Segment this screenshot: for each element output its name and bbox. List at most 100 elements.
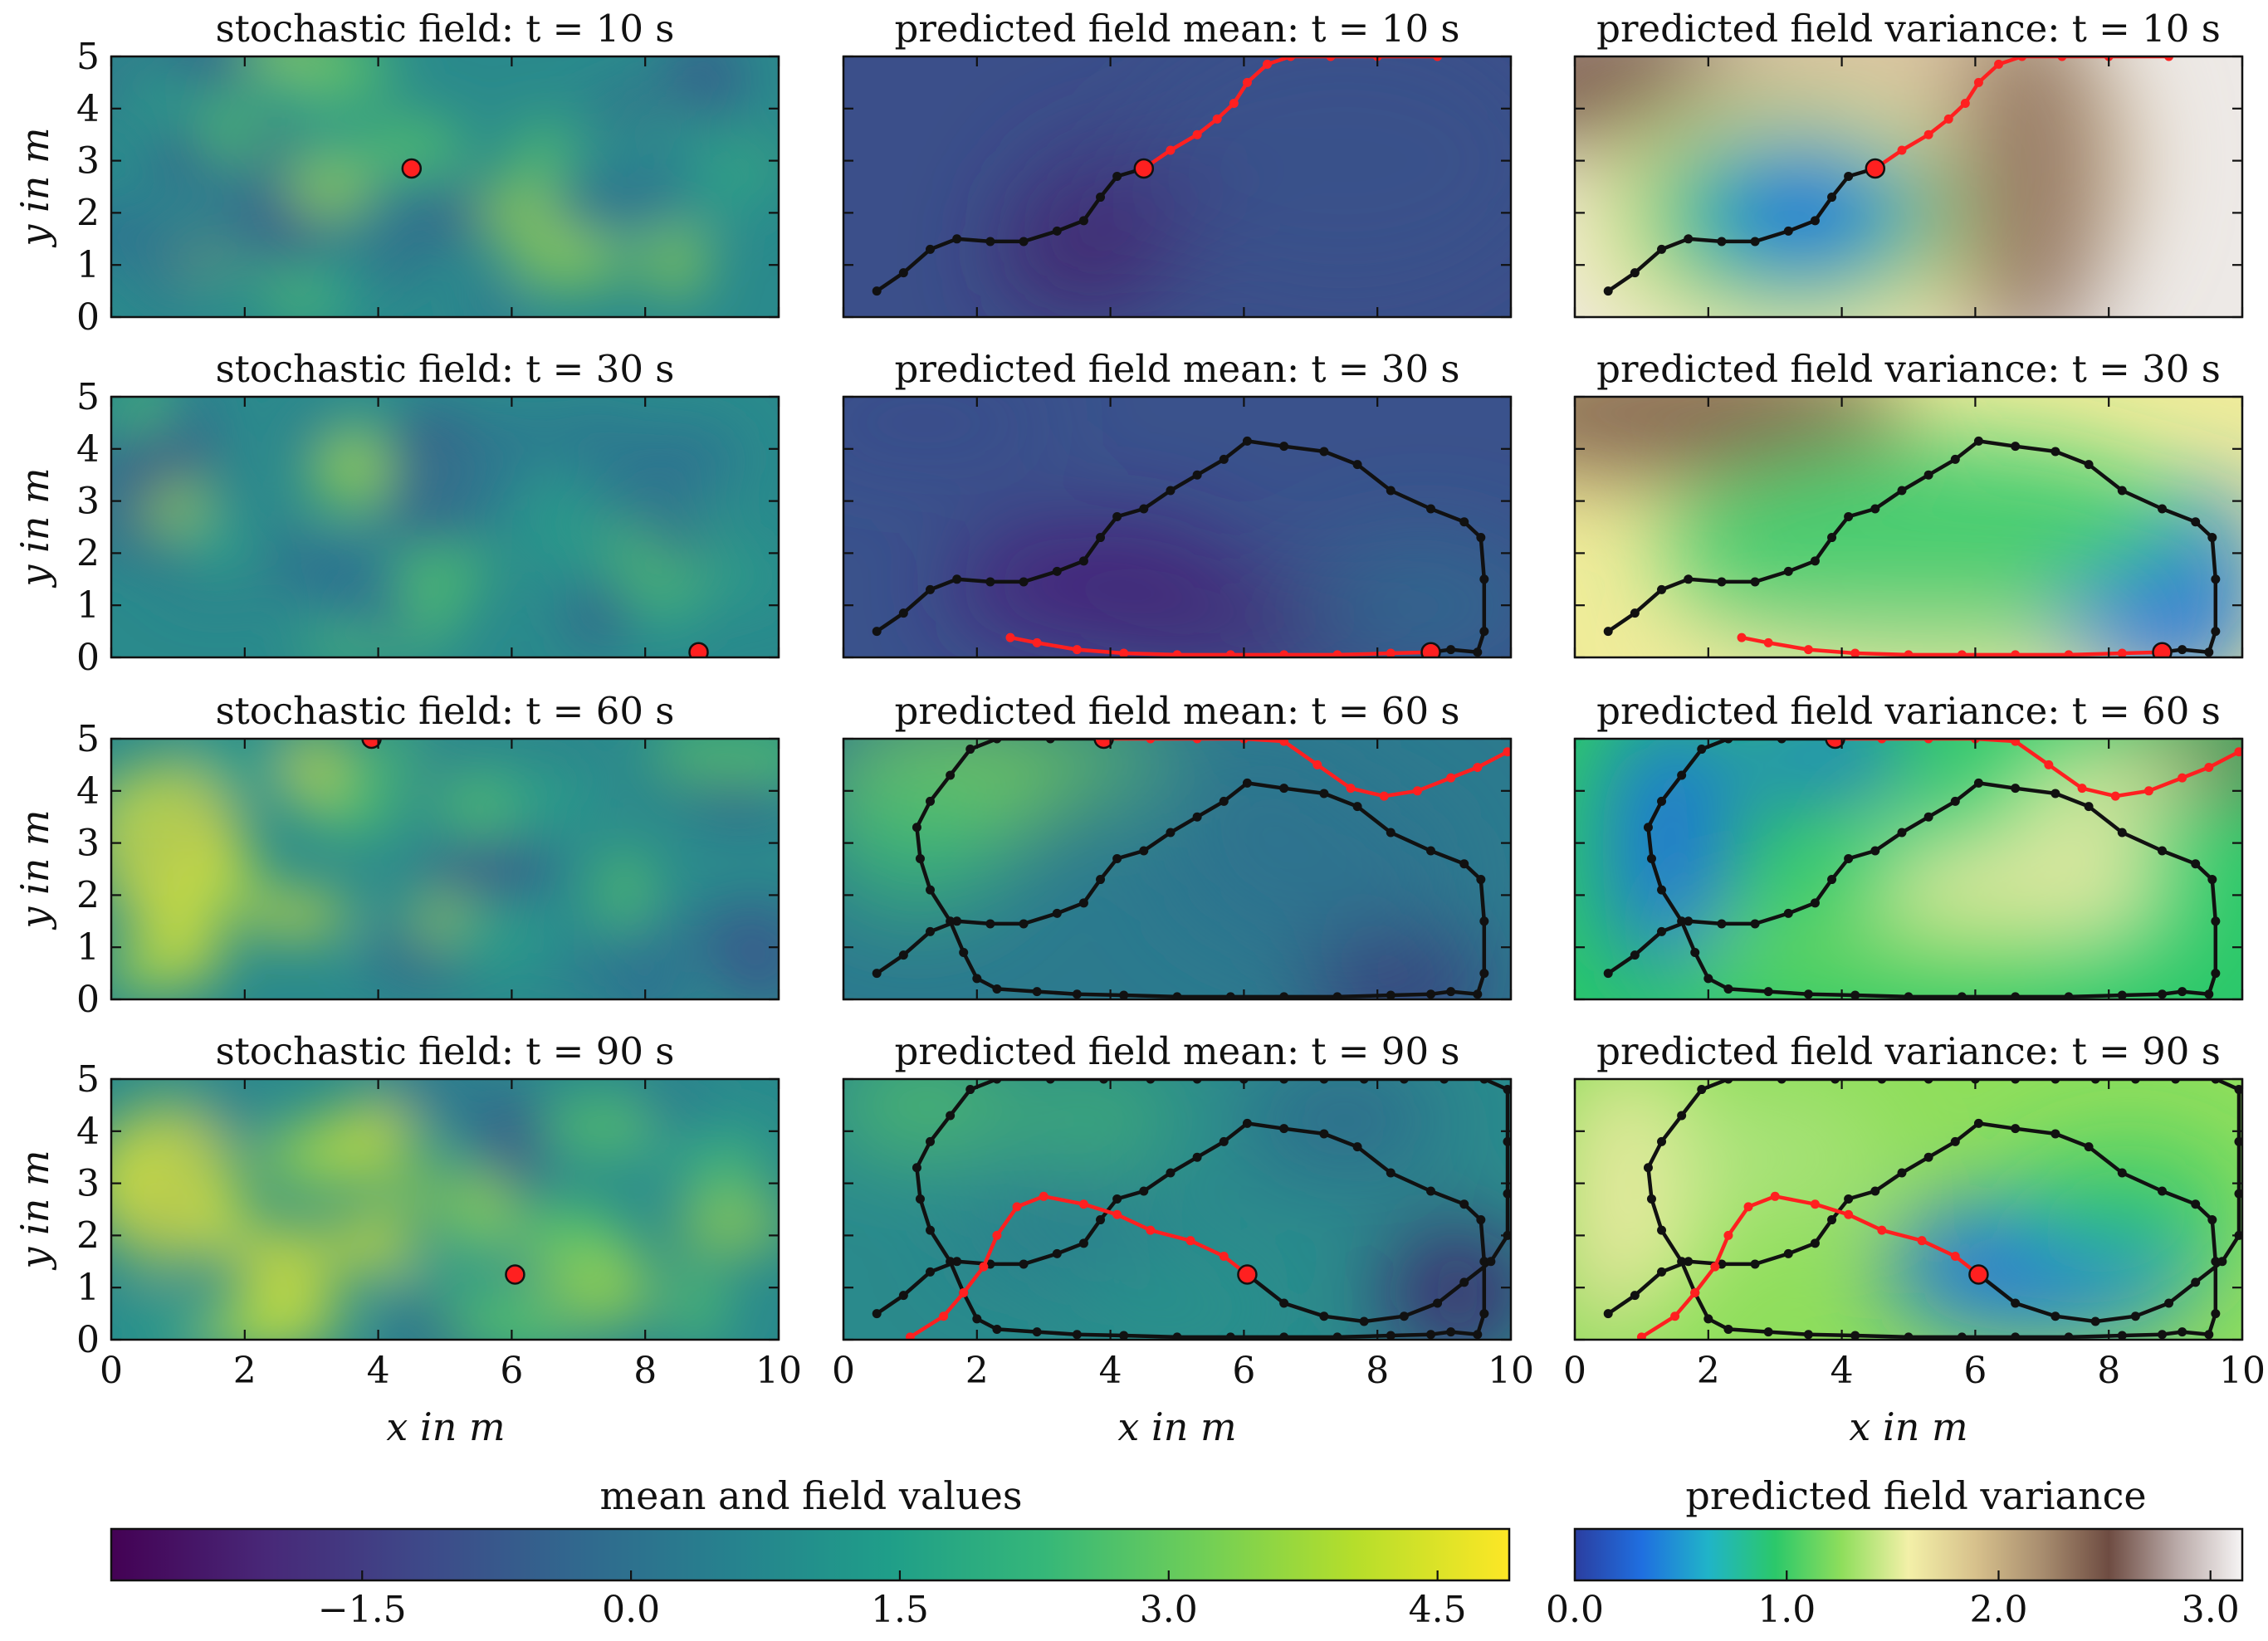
trajectory-past-point bbox=[1703, 974, 1713, 984]
trajectory-past-point bbox=[1684, 234, 1694, 244]
trajectory-past bbox=[875, 739, 1487, 999]
trajectory-past-point bbox=[2011, 1079, 2021, 1084]
panel-r4-c2: 0 2 4 6 8 10 predicted field mean: t = 90 s bbox=[832, 1029, 1534, 1392]
trajectory-past-point bbox=[2178, 1327, 2187, 1337]
field-blob bbox=[1734, 739, 1909, 797]
trajectory-past-point bbox=[1897, 486, 1907, 496]
trajectory-past-point bbox=[1078, 556, 1088, 566]
field-blob bbox=[643, 499, 708, 574]
trajectory-current-point bbox=[1229, 99, 1239, 109]
trajectory-past-point bbox=[2207, 875, 2217, 885]
field-blob bbox=[120, 397, 168, 442]
trajectory-past-point bbox=[2234, 1189, 2242, 1199]
trajectory-current-point bbox=[1743, 1202, 1753, 1212]
trajectory-past-point bbox=[1630, 950, 1640, 960]
field-blob bbox=[573, 1249, 653, 1327]
panel-r1-c1: 0 1 2 3 4 5 y in m stochastic field: t = 10 s bbox=[12, 7, 780, 339]
field-blob bbox=[843, 397, 1058, 465]
trajectory-past-point bbox=[2050, 1079, 2060, 1084]
field-blob bbox=[511, 1223, 635, 1258]
trajectory-current-point bbox=[1850, 648, 1860, 657]
y-tick-label: 0 bbox=[76, 296, 100, 339]
trajectory-current-point bbox=[1166, 145, 1176, 155]
field-blob bbox=[427, 839, 554, 899]
trajectory-past-point bbox=[1750, 919, 1760, 929]
trajectory-current-point bbox=[2064, 650, 2074, 657]
trajectory-past-point bbox=[1426, 846, 1436, 856]
trajectory-past-point bbox=[1319, 447, 1329, 457]
field-blob bbox=[1070, 1267, 1284, 1340]
trajectory-past-point bbox=[2207, 1215, 2217, 1225]
panel-r2-c1: 0 1 2 3 4 5 y in m stochastic field: t = 30 s bbox=[12, 347, 780, 679]
trajectory-past-point bbox=[1119, 990, 1129, 999]
trajectory-past-point bbox=[926, 584, 936, 594]
trajectory-past-point bbox=[2084, 802, 2094, 812]
trajectory-past-point bbox=[1957, 1332, 1967, 1340]
trajectory-past-point bbox=[1096, 1215, 1106, 1225]
trajectory-past-point bbox=[952, 916, 962, 926]
trajectory-past-point bbox=[1973, 778, 1983, 788]
trajectory-past-point bbox=[1052, 908, 1062, 918]
trajectory-past-point bbox=[1019, 1259, 1029, 1269]
y-tick-label: 5 bbox=[76, 1058, 100, 1101]
panel-r1-c2: predicted field mean: t = 10 s bbox=[842, 7, 1513, 319]
trajectory-current-point bbox=[1670, 1311, 1680, 1321]
trajectory-past-point bbox=[1684, 574, 1694, 584]
x-tick-label: 6 bbox=[1232, 1350, 1255, 1392]
field-blob bbox=[717, 551, 775, 605]
trajectory-past-point bbox=[1139, 1186, 1149, 1196]
trajectory-past-point bbox=[985, 919, 995, 929]
trajectory-past-point bbox=[2130, 1079, 2140, 1084]
trajectory-past-point bbox=[1332, 1332, 1342, 1340]
panel-title: predicted field mean: t = 10 s bbox=[895, 7, 1460, 51]
trajectory-past-point bbox=[1479, 627, 1489, 637]
trajectory-current-point bbox=[1146, 739, 1156, 744]
trajectory-past-point bbox=[1657, 885, 1667, 895]
trajectory-past-point bbox=[1225, 992, 1235, 999]
trajectory-current-point bbox=[1379, 791, 1389, 801]
trajectory-current-point bbox=[1503, 747, 1511, 757]
trajectory-past-point bbox=[946, 1257, 956, 1267]
trajectory-past-point bbox=[1359, 1079, 1369, 1084]
trajectory-past-point bbox=[2211, 1079, 2221, 1084]
trajectory-current-point bbox=[1346, 784, 1356, 794]
field-blob bbox=[540, 413, 644, 462]
trajectory-past-point bbox=[2171, 1079, 2181, 1084]
trajectory-past-point bbox=[1877, 1079, 1887, 1084]
field-blob bbox=[160, 909, 223, 987]
trajectory-current-point bbox=[1005, 632, 1015, 642]
trajectory-past-point bbox=[1850, 1331, 1860, 1340]
field-blob bbox=[648, 228, 704, 295]
trajectory-past-point bbox=[1139, 846, 1149, 856]
trajectory-current-point bbox=[2117, 648, 2127, 657]
trajectory-past-point bbox=[1319, 1129, 1329, 1139]
y-tick-label: 2 bbox=[76, 1214, 100, 1257]
trajectory-past-point bbox=[1503, 1136, 1511, 1146]
panel-r3-c3: predicted field variance: t = 60 s bbox=[1573, 689, 2244, 1001]
trajectory-past-point bbox=[1897, 828, 1907, 838]
trajectory-past-point bbox=[1446, 645, 1456, 655]
trajectory-past-point bbox=[1352, 460, 1362, 470]
field-blob bbox=[672, 1205, 779, 1251]
trajectory-current-point bbox=[1957, 650, 1967, 657]
trajectory-past-point bbox=[1950, 796, 1960, 806]
trajectory-past bbox=[1606, 739, 2218, 999]
current-position-marker bbox=[1093, 739, 1114, 750]
trajectory-past-point bbox=[2011, 1332, 2021, 1340]
field-blob bbox=[382, 408, 477, 479]
trajectory-past-point bbox=[1119, 1331, 1129, 1340]
trajectory-past-point bbox=[1657, 584, 1667, 594]
trajectory-past-point bbox=[1032, 987, 1042, 997]
trajectory-past-point bbox=[1723, 984, 1733, 994]
trajectory-current-point bbox=[959, 1287, 969, 1297]
trajectory-current-point bbox=[1923, 739, 1933, 744]
field-blob bbox=[445, 1214, 499, 1263]
trajectory-past-point bbox=[1386, 486, 1396, 496]
field-blob bbox=[121, 1297, 209, 1340]
trajectory-past-point bbox=[2211, 627, 2221, 637]
field-blob bbox=[371, 1172, 467, 1206]
trajectory-past-point bbox=[926, 796, 936, 806]
x-tick-label: 8 bbox=[1366, 1350, 1389, 1392]
